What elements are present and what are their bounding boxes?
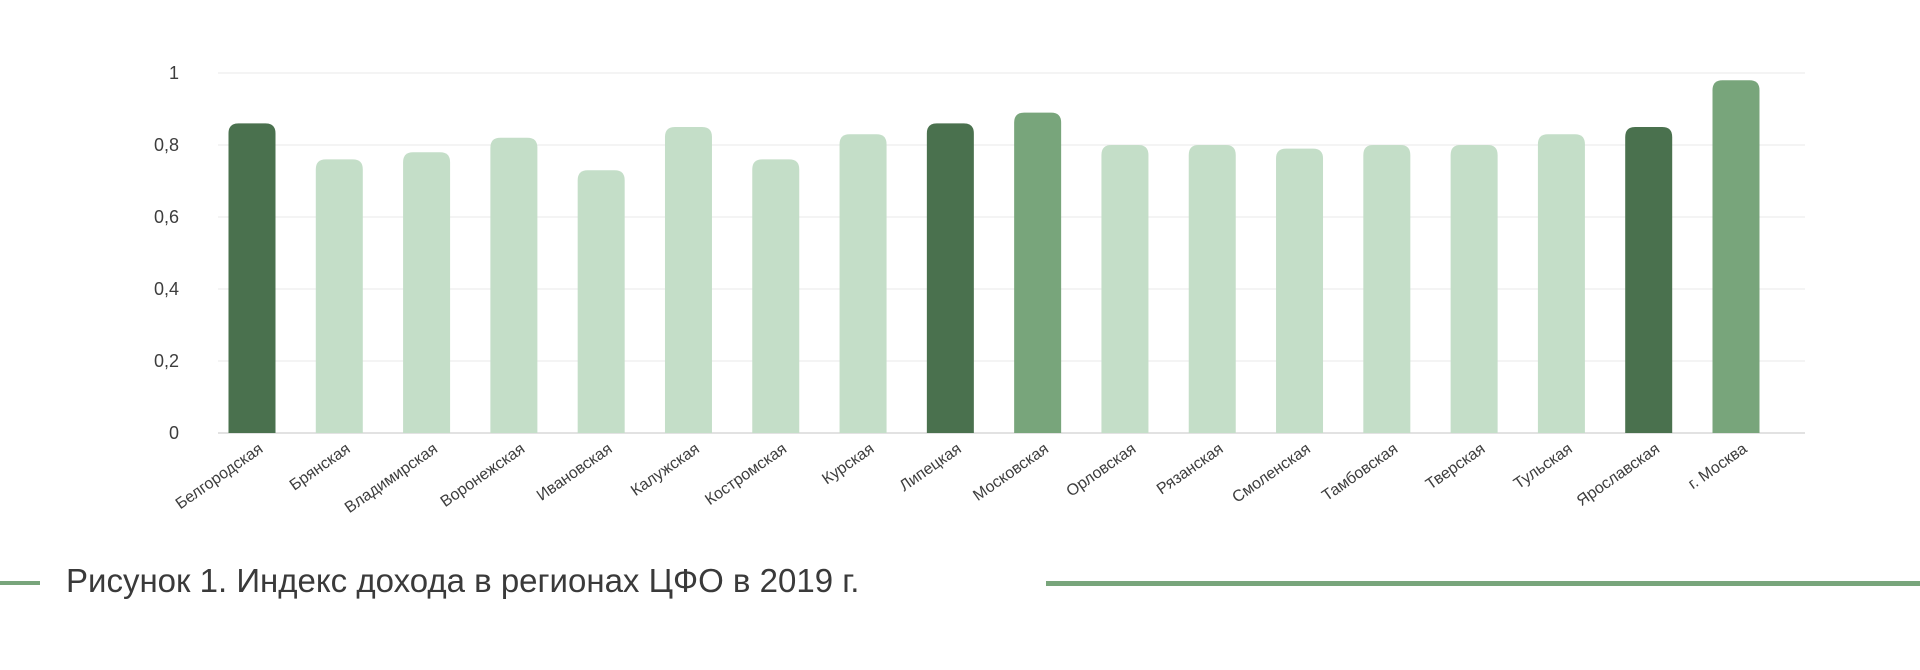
caption-line-left <box>0 581 40 585</box>
x-tick-label: Ивановская <box>534 440 616 504</box>
y-axis-ticks: 0 0,2 0,4 0,6 0,8 1 <box>154 63 179 443</box>
x-tick-label: Тверская <box>1423 440 1489 493</box>
x-tick-label: Костромская <box>702 440 790 509</box>
x-tick-label: Рязанская <box>1154 440 1227 498</box>
y-tick-label: 0,2 <box>154 351 179 371</box>
bars <box>228 80 1760 434</box>
bar <box>839 134 887 433</box>
x-tick-label: Калужская <box>628 440 703 499</box>
x-tick-label: Владимирская <box>342 440 441 516</box>
bar <box>228 123 276 434</box>
x-tick-label: г. Москва <box>1685 440 1750 493</box>
y-tick-label: 0 <box>169 423 179 443</box>
bar <box>403 152 451 433</box>
bar <box>1625 127 1673 433</box>
y-tick-label: 0,4 <box>154 279 179 299</box>
bar <box>1276 148 1324 433</box>
bar-chart: 0 0,2 0,4 0,6 0,8 1 Белгородская БрянскаяВлади… <box>154 63 1805 517</box>
x-tick-label: Ярославская <box>1574 440 1663 509</box>
bar <box>664 127 712 433</box>
bar <box>1363 145 1411 433</box>
x-tick-label: Воронежская <box>438 440 528 510</box>
x-tick-label: Курская <box>819 440 877 488</box>
x-tick-label: Смоленская <box>1229 440 1313 506</box>
caption-line-right <box>1046 581 1920 586</box>
x-axis-labels: Белгородская БрянскаяВладимирскаяВоронежс… <box>173 440 1751 516</box>
bar <box>1014 112 1062 433</box>
bar <box>1101 145 1149 433</box>
x-tick-label: Тульская <box>1511 440 1576 492</box>
bar <box>1537 134 1585 433</box>
y-tick-label: 0,8 <box>154 135 179 155</box>
x-tick-label: Тамбовская <box>1319 440 1401 504</box>
x-tick-label: Липецкая <box>897 440 965 495</box>
y-tick-label: 0,6 <box>154 207 179 227</box>
bar <box>1712 80 1760 433</box>
x-tick-label: Московская <box>970 440 1052 504</box>
figure-caption-row: Рисунок 1. Индекс дохода в регионах ЦФО … <box>0 560 1920 604</box>
x-tick-label: Брянская <box>287 440 354 494</box>
figure-caption: Рисунок 1. Индекс дохода в регионах ЦФО … <box>66 562 860 599</box>
bar <box>315 159 363 433</box>
bar <box>1188 145 1236 433</box>
bar <box>1450 145 1498 433</box>
bar <box>577 170 625 433</box>
bar <box>752 159 800 433</box>
x-tick-label: Орловская <box>1064 440 1140 500</box>
x-tick-label: Белгородская <box>173 440 267 513</box>
y-tick-label: 1 <box>169 63 179 83</box>
bar <box>490 137 538 434</box>
bar <box>926 123 974 434</box>
